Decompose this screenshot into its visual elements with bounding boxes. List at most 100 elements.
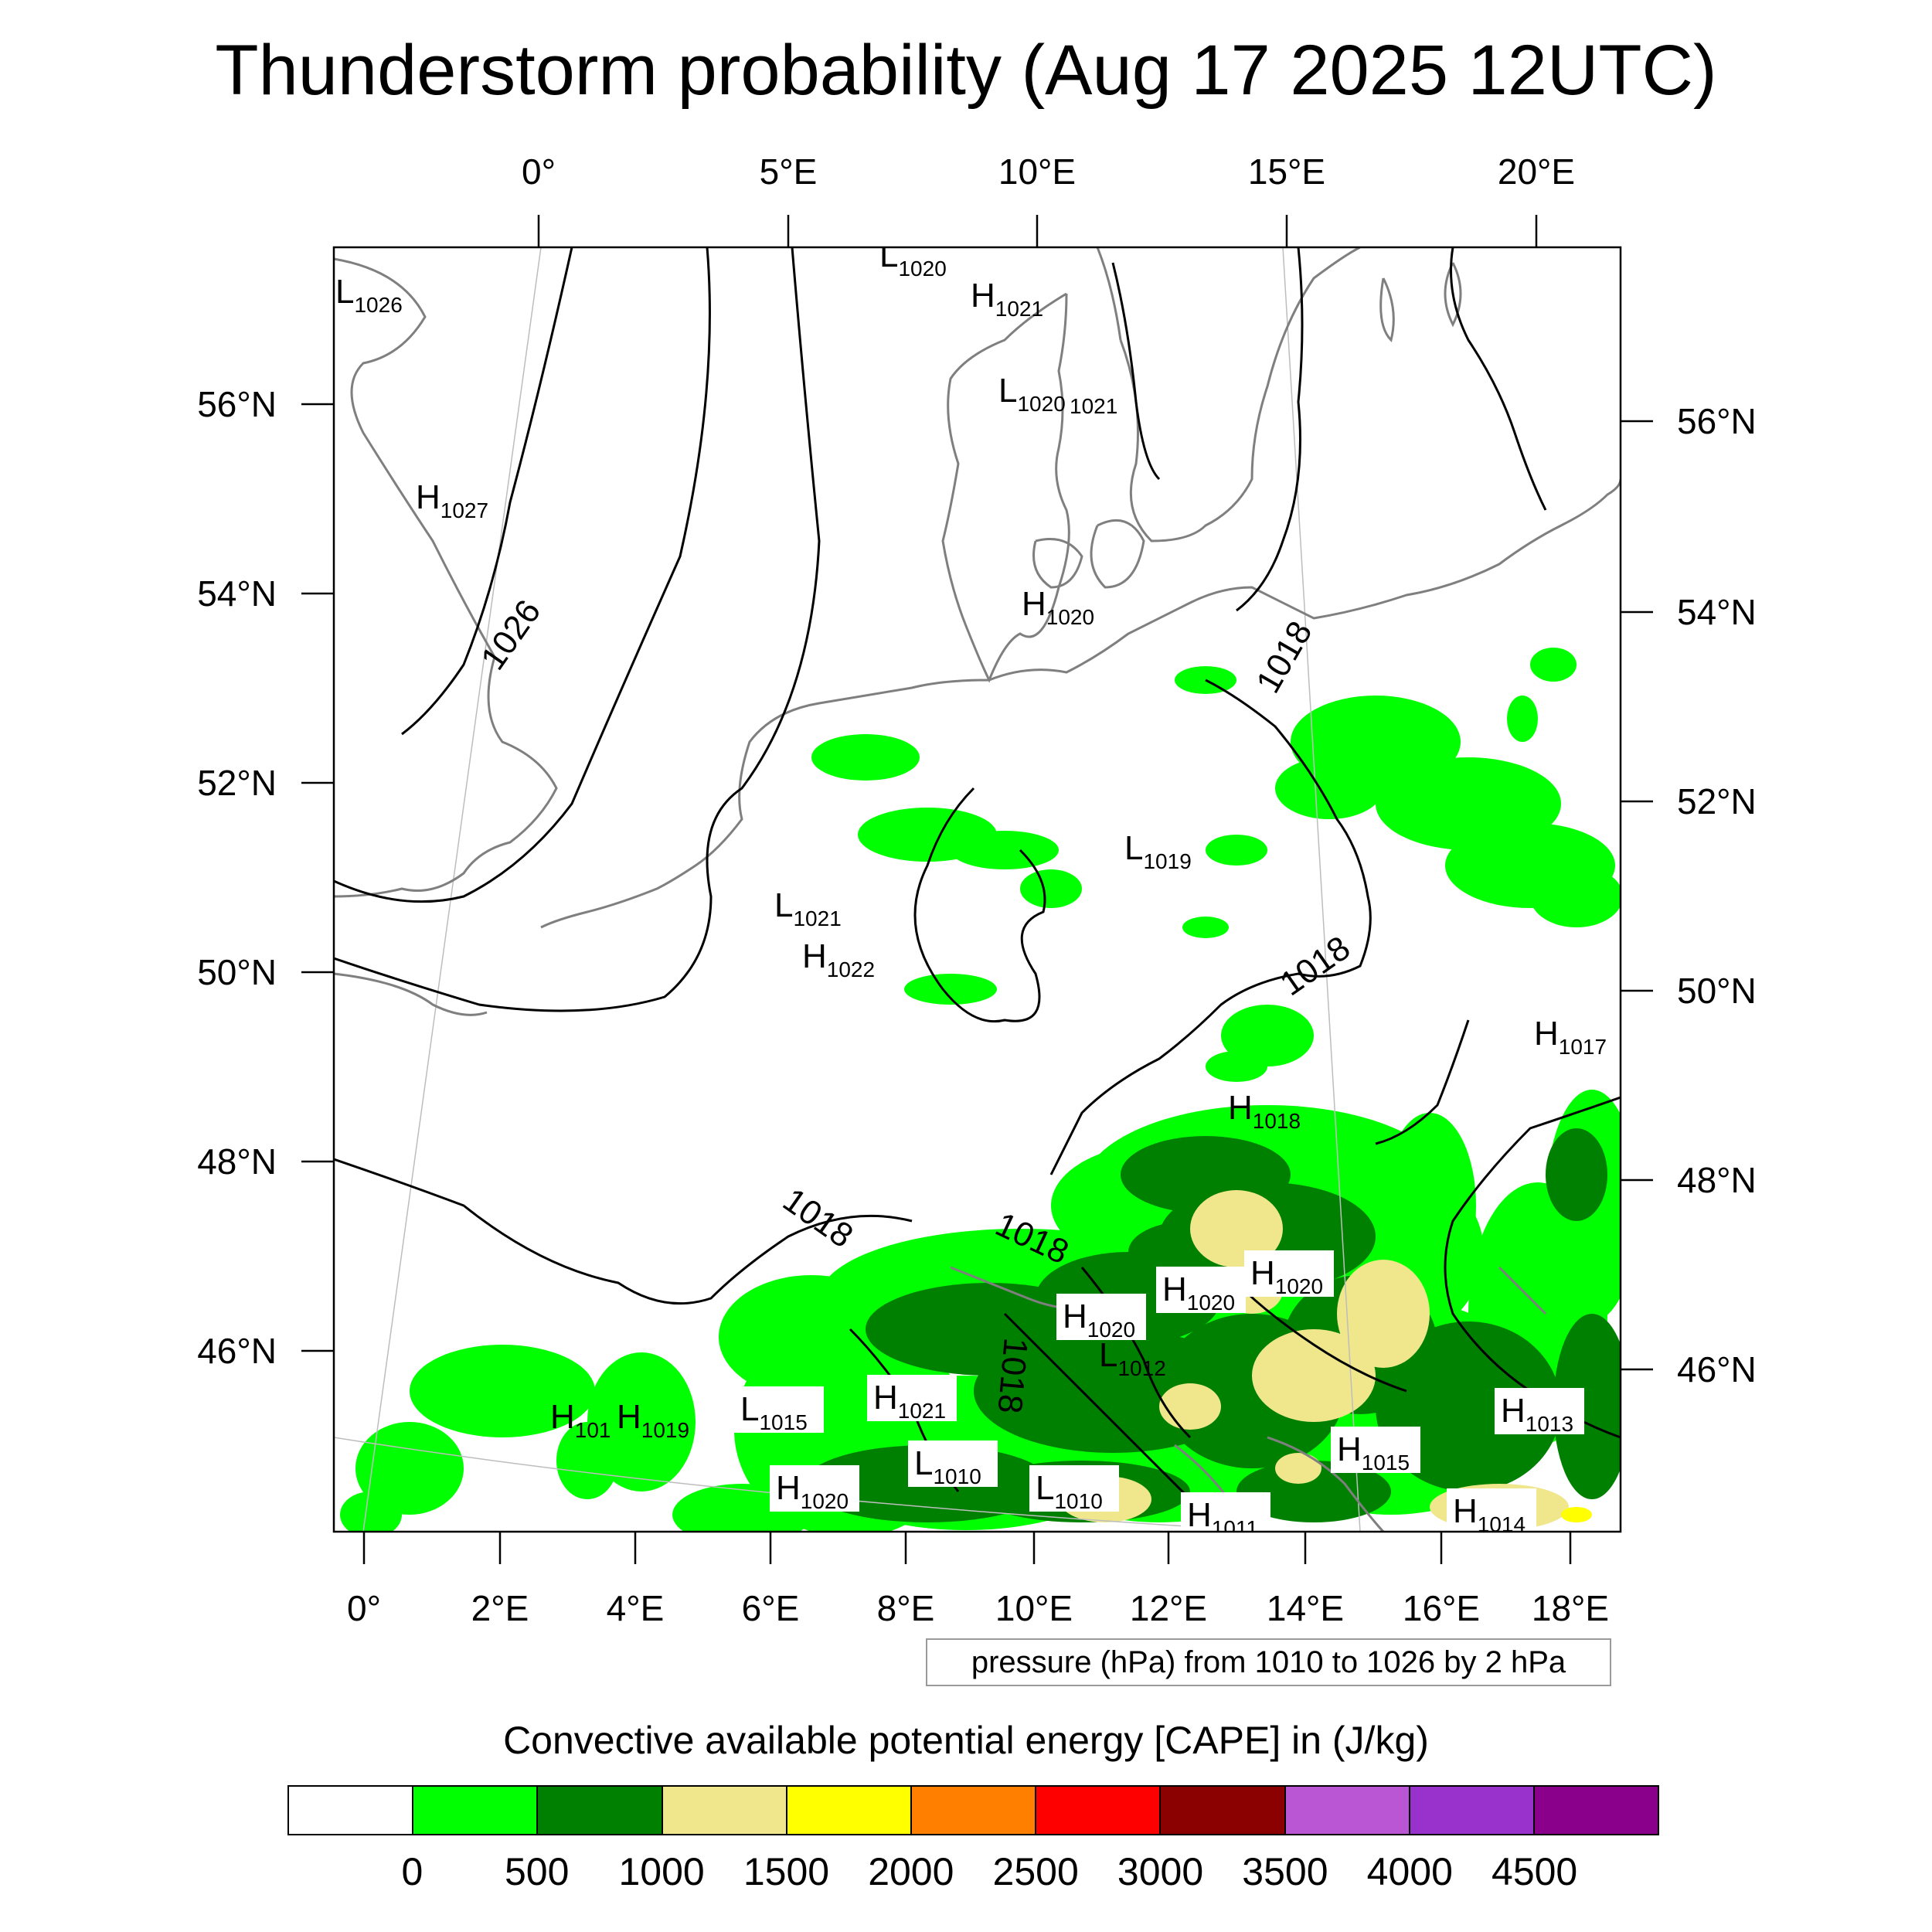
left-lat-label: 46°N: [197, 1331, 277, 1371]
pressure-center-type: L: [914, 1444, 933, 1482]
colorbar-swatch: [538, 1787, 663, 1834]
right-axis: 56°N 54°N 52°N 50°N 48°N 46°N: [1621, 401, 1757, 1389]
pressure-center-type: H: [873, 1379, 898, 1417]
cape-patch: [1561, 1507, 1592, 1522]
svg-text:L1019: L1019: [1124, 829, 1192, 873]
right-lat-label: 48°N: [1677, 1160, 1757, 1200]
colorbar-swatch: [787, 1787, 912, 1834]
left-lat-label: 50°N: [197, 952, 277, 992]
pressure-center-value: 1013: [1526, 1412, 1573, 1436]
pressure-center: L1010: [908, 1440, 998, 1488]
pressure-center-type: H: [1063, 1298, 1087, 1335]
pressure-center: 1021: [1070, 394, 1117, 418]
cape-patch: [1553, 1314, 1621, 1499]
bottom-lon-label: 18°E: [1532, 1588, 1609, 1628]
svg-text:1021: 1021: [1070, 394, 1117, 418]
right-lat-label: 50°N: [1677, 971, 1757, 1011]
colorbar-label: 4000: [1366, 1850, 1453, 1893]
colorbar-labels: 0 500 1000 1500 2000 2500 3000 3500 4000 4500: [0, 1849, 1932, 1903]
pressure-center: L1026: [335, 273, 403, 317]
cape-patch: [1206, 1051, 1267, 1082]
isobar-label: 1018: [991, 1336, 1035, 1415]
pressure-center-value: 1020: [898, 257, 946, 281]
pressure-center-value: 101: [575, 1418, 611, 1442]
left-lat-label: 52°N: [197, 763, 277, 803]
svg-text:L1020: L1020: [879, 236, 947, 281]
pressure-center: L1015: [734, 1386, 824, 1434]
cape-patch: [951, 831, 1059, 869]
cape-colorbar: [287, 1785, 1659, 1835]
pressure-center-value: 1015: [1362, 1451, 1410, 1475]
cape-patch: [1221, 1005, 1314, 1066]
colorbar-label: 2500: [992, 1850, 1079, 1893]
colorbar-swatch: [1534, 1787, 1658, 1834]
pressure-center-value: 1012: [1117, 1356, 1165, 1380]
pressure-center: H1020: [1156, 1267, 1246, 1315]
top-lon-label: 20°E: [1498, 151, 1575, 192]
pressure-center-type: H: [1534, 1015, 1559, 1053]
colorbar-label: 500: [505, 1850, 570, 1893]
left-axis: 56°N 54°N 52°N 50°N 48°N 46°N: [197, 384, 334, 1371]
pressure-center-type: H: [1228, 1089, 1253, 1127]
colorbar-label: 1500: [743, 1850, 830, 1893]
cape-patch: [1530, 648, 1577, 682]
map-title: Thunderstorm probability (Aug 17 2025 12…: [215, 31, 1717, 110]
coastlines: [334, 247, 1621, 1532]
right-lat-label: 52°N: [1677, 781, 1757, 821]
map-border: [332, 246, 1622, 1533]
pressure-center-type: H: [1250, 1254, 1275, 1292]
pressure-center: H1017: [1534, 1015, 1607, 1059]
cape-patch: [410, 1345, 595, 1437]
colorbar-label: 1000: [618, 1850, 705, 1893]
cape-shading: [340, 648, 1621, 1532]
svg-text:L1012: L1012: [1099, 1336, 1166, 1380]
pressure-center-type: L: [335, 273, 354, 311]
svg-text:L1020: L1020: [998, 372, 1066, 416]
top-lon-label: 0°: [522, 151, 556, 192]
pressure-center-value: 1022: [827, 957, 875, 981]
colorbar-label: 3000: [1117, 1850, 1204, 1893]
svg-text:H1020: H1020: [1063, 1298, 1135, 1342]
cape-patch: [1159, 1383, 1221, 1430]
pressure-center: L1012: [1099, 1336, 1166, 1380]
pressure-center: H1014: [1447, 1488, 1536, 1536]
cape-patch: [1275, 757, 1383, 819]
svg-text:H1020: H1020: [1250, 1254, 1323, 1298]
pressure-center-value: 1014: [1478, 1512, 1526, 1536]
pressure-center-value: 1018: [1253, 1109, 1301, 1133]
cape-patch: [1507, 696, 1538, 742]
svg-text:H1022: H1022: [802, 937, 875, 981]
pressure-center-type: H: [1337, 1430, 1362, 1468]
cape-patch: [1206, 835, 1267, 866]
colorbar-swatch: [911, 1787, 1037, 1834]
pressure-center-type: H: [1187, 1496, 1212, 1534]
pressure-center-type: L: [774, 886, 793, 924]
bottom-lon-label: 10°E: [995, 1588, 1073, 1628]
pressure-center: H1021: [867, 1375, 957, 1423]
colorbar-swatch: [662, 1787, 787, 1834]
pressure-center: L1010: [1029, 1465, 1119, 1513]
pressure-center: H1021: [971, 277, 1043, 321]
pressure-center-value: 1020: [801, 1489, 849, 1513]
cape-patch: [556, 1422, 618, 1499]
svg-text:L1026: L1026: [335, 273, 403, 317]
cape-patch: [1337, 1260, 1430, 1368]
pressure-info-box: pressure (hPa) from 1010 to 1026 by 2 hP…: [926, 1638, 1611, 1686]
right-lat-label: 56°N: [1677, 401, 1757, 441]
svg-text:H1014: H1014: [1453, 1492, 1526, 1536]
svg-text:H1018: H1018: [1228, 1089, 1301, 1133]
svg-text:H1020: H1020: [1022, 585, 1094, 629]
svg-text:H101: H101: [550, 1398, 611, 1442]
pressure-center-value: 1011: [1212, 1516, 1258, 1540]
pressure-center-type: L: [879, 236, 898, 274]
svg-text:H1027: H1027: [416, 478, 488, 522]
pressure-center-type: H: [776, 1469, 801, 1507]
cape-patch: [811, 734, 920, 781]
pressure-center-type: H: [1162, 1270, 1187, 1308]
pressure-center: H1013: [1495, 1388, 1584, 1436]
pressure-center: H1027: [416, 478, 488, 522]
pressure-center-type: L: [740, 1390, 759, 1428]
pressure-center-type: H: [971, 277, 995, 315]
pressure-center-value: 1027: [440, 498, 488, 522]
